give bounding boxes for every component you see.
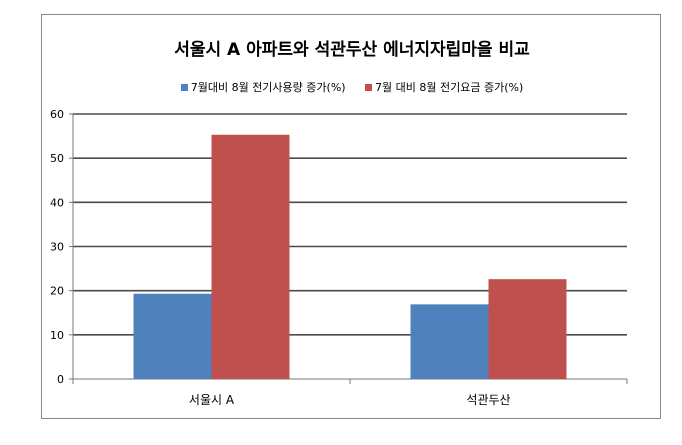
legend: 7월대비 8월 전기사용량 증가(%) 7월 대비 8월 전기요금 증가(%): [42, 79, 662, 95]
legend-swatch-bill: [365, 83, 373, 91]
y-tick-label: 20: [50, 285, 64, 298]
y-tick-label: 40: [50, 196, 64, 209]
legend-item-bill: 7월 대비 8월 전기요금 증가(%): [365, 79, 523, 95]
y-tick-label: 30: [50, 241, 64, 254]
y-tick-label: 10: [50, 329, 64, 342]
chart-frame: 서울시 A 아파트와 석관두산 에너지자립마을 비교 7월대비 8월 전기사용량…: [41, 14, 661, 419]
legend-label-usage: 7월대비 8월 전기사용량 증가(%): [190, 81, 346, 94]
bar-usage-1: [410, 304, 489, 379]
bar-usage-0: [133, 293, 212, 379]
legend-item-usage: 7월대비 8월 전기사용량 증가(%): [180, 79, 346, 95]
plot-area: 0 10 20 30 40 50 60 서울시 A 석관두산: [50, 108, 628, 407]
legend-swatch-usage: [180, 83, 188, 91]
x-category-label: 서울시 A: [189, 393, 235, 407]
x-category-label: 석관두산: [466, 393, 510, 407]
y-tick-label: 0: [57, 373, 64, 386]
bar-bill-1: [488, 279, 567, 379]
chart-title: 서울시 A 아파트와 석관두산 에너지자립마을 비교: [174, 40, 530, 60]
y-tick-label: 50: [50, 152, 64, 165]
y-tick-label: 60: [50, 108, 64, 121]
legend-label-bill: 7월 대비 8월 전기요금 증가(%): [375, 81, 524, 94]
bar-bill-0: [211, 134, 290, 379]
